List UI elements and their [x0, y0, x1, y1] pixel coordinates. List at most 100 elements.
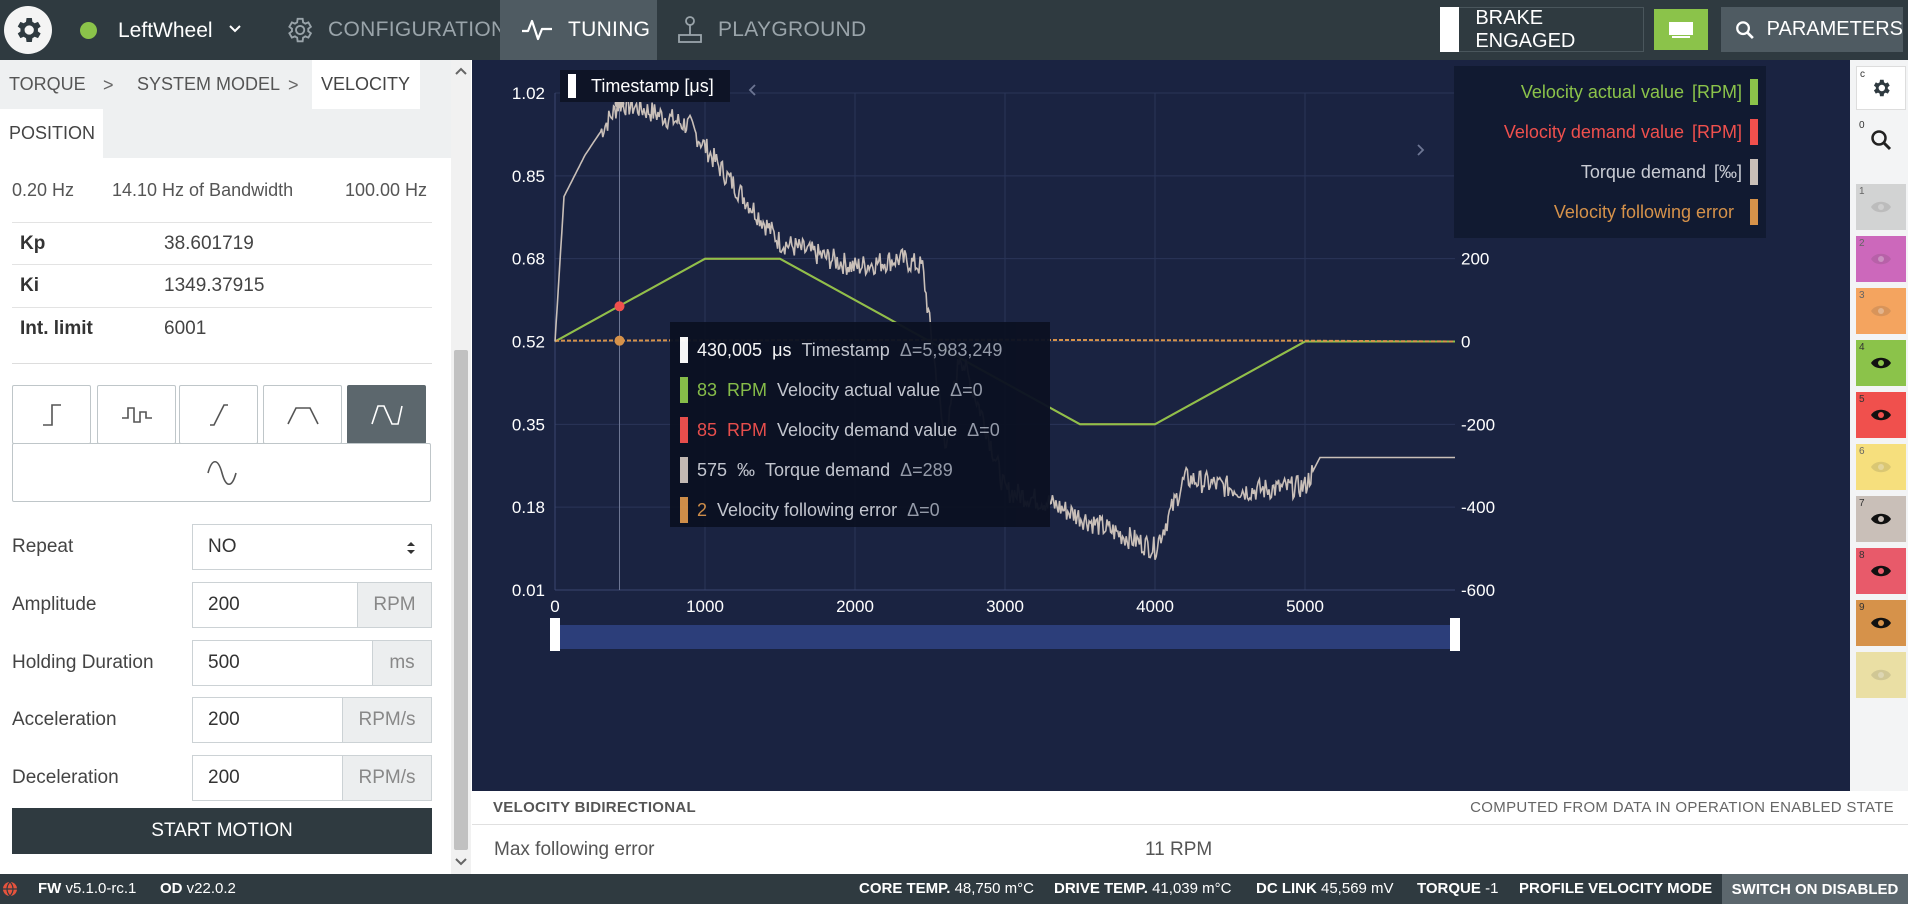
- x-axis-selector[interactable]: Timestamp [μs]: [560, 70, 730, 102]
- channel-number: 8: [1859, 550, 1865, 561]
- tooltip-value: 83: [697, 379, 718, 400]
- tab-system-model[interactable]: SYSTEM MODEL: [137, 74, 281, 94]
- tooltip-swatch: [680, 377, 688, 403]
- eye-icon: [1871, 305, 1891, 317]
- channel-number: 7: [1859, 498, 1865, 509]
- legend-entry[interactable]: Velocity actual value [RPM]: [1462, 72, 1758, 112]
- channel-swatch[interactable]: 1: [1856, 184, 1906, 230]
- breadcrumb-separator: >: [288, 75, 299, 95]
- amplitude-input[interactable]: 200: [192, 582, 358, 628]
- gain-value[interactable]: 1349.37915: [164, 275, 265, 296]
- legend-entry[interactable]: Torque demand [‰]: [1462, 152, 1758, 192]
- repeat-select[interactable]: NO: [192, 524, 432, 570]
- channel-swatch[interactable]: 6: [1856, 444, 1906, 490]
- tuning-chart[interactable]: 0100020003000400050001.026000.854000.682…: [472, 60, 1850, 791]
- tab-position[interactable]: POSITION: [0, 109, 103, 158]
- eye-icon: [1871, 253, 1891, 265]
- gear-icon: [17, 18, 41, 42]
- chevron-down-icon[interactable]: [228, 22, 242, 36]
- device-status-dot: [80, 22, 97, 39]
- shape-square-button[interactable]: [97, 385, 176, 444]
- gain-label: Ki: [20, 275, 39, 296]
- channel-search-button[interactable]: 0: [1856, 118, 1906, 162]
- nav-tuning-label: TUNING: [568, 18, 651, 41]
- shape-ramp-button[interactable]: [179, 385, 258, 444]
- parameters-label: PARAMETERS: [1766, 18, 1903, 40]
- tooltip-value: 575: [697, 459, 728, 480]
- y-right-tick-label: 200: [1461, 250, 1489, 269]
- channel-swatch[interactable]: 8: [1856, 548, 1906, 594]
- legend-unit: [RPM]: [1691, 81, 1742, 102]
- channel-swatch[interactable]: 2: [1856, 236, 1906, 282]
- tooltip-swatch: [680, 457, 688, 483]
- chevron-left-icon: [748, 84, 756, 96]
- legend-swatch: [1750, 159, 1758, 185]
- nav-playground[interactable]: PLAYGROUND: [676, 0, 866, 60]
- shape-sine-button[interactable]: [12, 443, 431, 502]
- step-signal-icon: [42, 403, 61, 426]
- legend-entry[interactable]: Velocity demand value [RPM]: [1462, 112, 1758, 152]
- eye-icon: [1871, 357, 1891, 369]
- acceleration-input[interactable]: 200: [192, 697, 343, 743]
- tab-velocity[interactable]: VELOCITY: [312, 60, 420, 109]
- joystick-icon: [678, 16, 702, 43]
- display-toggle-button[interactable]: [1654, 9, 1708, 50]
- left-panel-scrollbar[interactable]: [451, 60, 471, 874]
- tooltip-value: 85: [697, 419, 718, 440]
- info-row-label: Max following error: [494, 839, 655, 860]
- core-temp: CORE TEMP. 48,750 m°C: [859, 880, 1034, 897]
- legend-entry[interactable]: Velocity following error: [1462, 192, 1758, 232]
- tooltip-name: Velocity following error: [717, 499, 898, 520]
- x-tick-label: 1000: [686, 597, 724, 616]
- settings-gear-button[interactable]: [4, 6, 52, 54]
- channel-number: 6: [1859, 446, 1865, 457]
- deceleration-unit: RPM/s: [343, 755, 432, 801]
- tab-torque[interactable]: TORQUE: [9, 74, 86, 94]
- channel-swatch[interactable]: 5: [1856, 392, 1906, 438]
- shape-trapezoid-button[interactable]: [263, 385, 342, 444]
- eye-icon: [1871, 617, 1891, 629]
- device-name[interactable]: LeftWheel: [118, 19, 213, 42]
- y-right-tick-label: 0: [1461, 333, 1470, 352]
- scroll-up-icon[interactable]: [451, 64, 471, 80]
- bandwidth-current[interactable]: 14.10 Hz of Bandwidth: [112, 180, 294, 200]
- info-title: VELOCITY BIDIRECTIONAL: [493, 799, 696, 816]
- channel-settings-button[interactable]: c: [1856, 66, 1906, 110]
- x-tick-label: 3000: [986, 597, 1024, 616]
- legend-label: Torque demand: [1580, 161, 1706, 182]
- tooltip-unit: RPM: [727, 419, 768, 440]
- nav-configuration[interactable]: CONFIGURATION: [284, 0, 507, 60]
- gain-value[interactable]: 38.601719: [164, 233, 254, 254]
- channel-swatch[interactable]: 9: [1856, 600, 1906, 646]
- scroll-down-icon[interactable]: [451, 854, 471, 870]
- tooltip-unit: RPM: [727, 379, 768, 400]
- holding-unit: ms: [373, 640, 432, 686]
- info-header: VELOCITY BIDIRECTIONAL COMPUTED FROM DAT…: [472, 791, 1908, 825]
- acceleration-label: Acceleration: [12, 709, 117, 730]
- navigator-handle-right: [1450, 618, 1460, 651]
- channel-swatch[interactable]: 4: [1856, 340, 1906, 386]
- chevron-right-icon: [1417, 144, 1425, 156]
- shape-step-button[interactable]: [12, 385, 91, 444]
- gear-outline-icon: [288, 17, 313, 43]
- breadcrumb-separator: >: [103, 75, 114, 95]
- shape-bidirectional-button[interactable]: [347, 385, 426, 444]
- scrollbar-thumb[interactable]: [454, 350, 468, 850]
- channel-swatch[interactable]: [1856, 652, 1906, 698]
- gain-value[interactable]: 6001: [164, 318, 207, 339]
- brake-toggle[interactable]: BRAKE ENGAGED: [1440, 7, 1644, 52]
- gain-row-ki: Ki 1349.37915: [12, 265, 432, 308]
- holding-input[interactable]: 500: [192, 640, 373, 686]
- deceleration-input[interactable]: 200: [192, 755, 343, 801]
- tooltip-row: 2 Velocity following error Δ=0: [680, 490, 1040, 530]
- nav-tuning[interactable]: TUNING: [500, 0, 657, 60]
- channel-swatch[interactable]: 7: [1856, 496, 1906, 542]
- parameters-button[interactable]: PARAMETERS: [1721, 7, 1903, 52]
- tooltip-swatch: [680, 337, 688, 363]
- start-motion-button[interactable]: START MOTION: [12, 808, 432, 854]
- info-row: Max following error 11 RPM: [472, 825, 1908, 874]
- legend-label: Velocity actual value: [1520, 81, 1684, 102]
- globe-icon: [3, 881, 17, 897]
- tuning-panel: TORQUE > SYSTEM MODEL > VELOCITY POSITIO…: [0, 60, 451, 874]
- channel-swatch[interactable]: 3: [1856, 288, 1906, 334]
